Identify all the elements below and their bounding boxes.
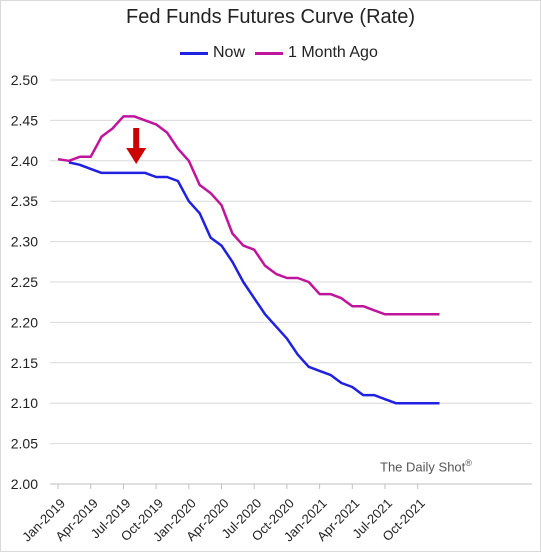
y-tick-label: 2.10 [11,395,38,411]
y-tick-label: 2.45 [11,112,38,128]
y-tick-label: 2.50 [11,72,38,88]
series-line-now [68,161,440,405]
y-tick-label: 2.20 [11,314,38,330]
y-tick-label: 2.05 [11,436,38,452]
registered-mark: ® [465,458,472,468]
legend-item-1-month-ago: 1 Month Ago [255,42,378,64]
y-tick-label: 2.30 [11,234,38,250]
y-tick-label: 2.25 [11,274,38,290]
source-watermark: The Daily Shot® [380,458,472,474]
arrow-head [126,148,147,164]
legend-label-now: Now [213,44,246,61]
y-tick-label: 2.40 [11,153,38,169]
legend: Now 1 Month Ago [0,42,541,64]
legend-swatch-1-month-ago [255,51,283,55]
legend-label-1-month-ago: 1 Month Ago [288,44,378,61]
y-tick-label: 2.00 [11,476,38,492]
series-line-1-month-ago [57,115,440,316]
legend-swatch-now [180,51,208,55]
y-tick-label: 2.35 [11,193,38,209]
legend-item-now: Now [180,42,245,64]
y-tick-label: 2.15 [11,355,38,371]
source-text: The Daily Shot [380,459,466,475]
arrow-shaft [133,128,140,148]
chart-title: Fed Funds Futures Curve (Rate) [126,6,415,28]
